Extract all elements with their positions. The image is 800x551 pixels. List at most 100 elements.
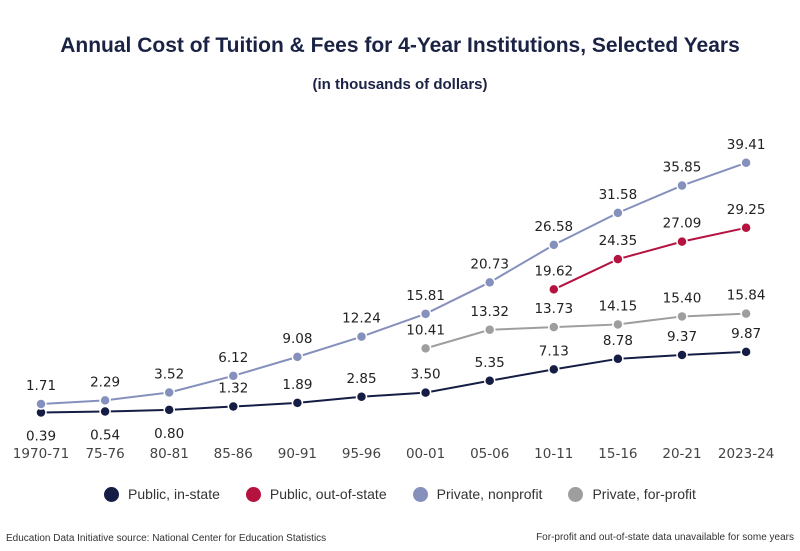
data-label-public-in-state: 7.13	[539, 343, 569, 359]
data-point-private-nonprofit[interactable]	[612, 207, 624, 219]
data-label-public-out-of-state: 29.25	[727, 202, 766, 218]
data-label-private-for-profit: 15.84	[727, 288, 766, 304]
data-label-private-nonprofit: 2.29	[90, 374, 120, 390]
data-point-public-in-state[interactable]	[548, 363, 560, 376]
data-point-private-nonprofit[interactable]	[740, 157, 752, 169]
data-label-public-in-state: 5.35	[475, 355, 505, 371]
data-point-private-nonprofit[interactable]	[419, 308, 432, 320]
data-point-private-for-profit[interactable]	[419, 342, 432, 355]
x-tick-label: 10-11	[534, 446, 573, 462]
data-point-private-nonprofit[interactable]	[163, 386, 175, 399]
x-tick-label: 2023-24	[718, 446, 774, 462]
legend-label-public-in-state: Public, in-state	[128, 486, 220, 502]
data-label-public-in-state: 1.89	[282, 377, 312, 393]
series-line-public-in-state	[40, 350, 747, 414]
x-tick-label: 80-81	[150, 446, 189, 462]
legend-label-public-out-of-state: Public, out-of-state	[269, 486, 387, 502]
legend-item-public-in-state[interactable]: Public, in-state	[104, 486, 220, 502]
legend-swatch-public-out-of-state	[245, 486, 261, 502]
legend: Public, in-state Public, out-of-state Pr…	[0, 486, 800, 502]
x-tick-label: 15-16	[598, 446, 637, 462]
x-tick-label: 1970-71	[13, 446, 69, 462]
data-label-public-in-state: 0.39	[26, 429, 56, 445]
data-point-public-in-state[interactable]	[483, 375, 496, 387]
data-point-private-for-profit[interactable]	[548, 321, 560, 333]
data-point-public-in-state[interactable]	[676, 349, 688, 361]
data-point-private-nonprofit[interactable]	[291, 351, 304, 363]
data-label-private-for-profit: 15.40	[663, 290, 702, 306]
series-line-private-nonprofit	[40, 161, 747, 406]
data-point-private-for-profit[interactable]	[676, 310, 688, 323]
data-point-private-for-profit[interactable]	[612, 318, 624, 331]
data-label-public-in-state: 2.85	[346, 371, 376, 387]
legend-swatch-public-in-state	[104, 486, 120, 502]
data-label-public-in-state: 1.32	[218, 381, 248, 397]
x-tick-label: 00-01	[406, 446, 445, 462]
data-point-private-nonprofit[interactable]	[355, 330, 368, 343]
series-line-public-out-of-state	[553, 226, 747, 291]
data-point-public-in-state[interactable]	[99, 405, 111, 418]
data-point-private-nonprofit[interactable]	[227, 370, 240, 382]
data-label-private-nonprofit: 20.73	[470, 256, 509, 272]
data-label-public-in-state: 0.80	[154, 426, 184, 442]
data-label-private-nonprofit: 26.58	[534, 219, 573, 235]
data-label-private-nonprofit: 35.85	[663, 160, 702, 176]
legend-swatch-private-for-profit	[568, 486, 584, 502]
data-point-public-in-state[interactable]	[163, 404, 175, 416]
data-label-public-in-state: 0.54	[90, 428, 120, 444]
data-point-public-in-state[interactable]	[419, 386, 432, 399]
data-label-private-nonprofit: 39.41	[727, 137, 766, 153]
data-label-private-nonprofit: 3.52	[154, 366, 184, 382]
availability-note: For-profit and out-of-state data unavail…	[536, 532, 794, 543]
x-tick-label: 95-96	[342, 446, 381, 462]
data-point-private-nonprofit[interactable]	[676, 179, 688, 192]
data-label-public-out-of-state: 19.62	[534, 263, 573, 279]
data-label-private-for-profit: 14.15	[599, 298, 638, 314]
legend-item-public-out-of-state[interactable]: Public, out-of-state	[245, 486, 387, 502]
x-tick-label: 05-06	[470, 446, 509, 462]
data-label-public-in-state: 9.87	[731, 326, 761, 342]
data-point-private-for-profit[interactable]	[483, 324, 496, 336]
legend-item-private-for-profit[interactable]: Private, for-profit	[568, 486, 696, 502]
chart-subtitle: (in thousands of dollars)	[312, 76, 488, 93]
data-label-private-nonprofit: 1.71	[26, 378, 56, 394]
data-point-public-in-state[interactable]	[740, 346, 752, 358]
data-point-public-in-state[interactable]	[612, 353, 624, 365]
data-point-public-out-of-state[interactable]	[676, 235, 688, 248]
x-tick-label: 85-86	[214, 446, 253, 462]
data-point-public-in-state[interactable]	[227, 400, 240, 413]
data-point-public-out-of-state[interactable]	[612, 253, 624, 265]
data-label-public-out-of-state: 27.09	[663, 216, 702, 232]
data-label-public-in-state: 3.50	[411, 367, 441, 383]
data-point-private-nonprofit[interactable]	[35, 398, 47, 410]
data-point-public-in-state[interactable]	[355, 391, 368, 403]
legend-label-private-nonprofit: Private, nonprofit	[436, 486, 543, 502]
data-label-private-nonprofit: 6.12	[218, 350, 248, 366]
data-point-public-in-state[interactable]	[291, 397, 304, 409]
data-point-private-for-profit[interactable]	[740, 307, 752, 320]
x-tick-label: 90-91	[278, 446, 317, 462]
data-point-private-nonprofit[interactable]	[483, 276, 496, 289]
x-tick-label: 75-76	[85, 446, 124, 462]
data-label-public-in-state: 8.78	[603, 333, 633, 349]
data-label-public-in-state: 9.37	[667, 329, 697, 345]
data-label-private-nonprofit: 12.24	[342, 311, 381, 327]
data-point-private-nonprofit[interactable]	[548, 239, 560, 251]
data-label-private-nonprofit: 31.58	[599, 187, 638, 203]
data-point-private-nonprofit[interactable]	[99, 394, 111, 407]
data-label-private-nonprofit: 9.08	[282, 331, 312, 347]
source-note: Education Data Initiative source: Nation…	[6, 533, 327, 544]
legend-item-private-nonprofit[interactable]: Private, nonprofit	[412, 486, 543, 502]
data-point-public-out-of-state[interactable]	[548, 283, 560, 296]
x-tick-label: 20-21	[662, 446, 701, 462]
series-line-private-for-profit	[425, 312, 747, 350]
data-label-private-for-profit: 13.32	[470, 304, 509, 320]
data-label-private-nonprofit: 15.81	[406, 288, 445, 304]
data-label-private-for-profit: 10.41	[406, 322, 445, 338]
chart-title: Annual Cost of Tuition & Fees for 4-Year…	[60, 34, 740, 57]
data-label-private-for-profit: 13.73	[534, 301, 573, 317]
legend-swatch-private-nonprofit	[412, 486, 428, 502]
data-point-public-out-of-state[interactable]	[740, 222, 752, 234]
legend-label-private-for-profit: Private, for-profit	[592, 486, 696, 502]
